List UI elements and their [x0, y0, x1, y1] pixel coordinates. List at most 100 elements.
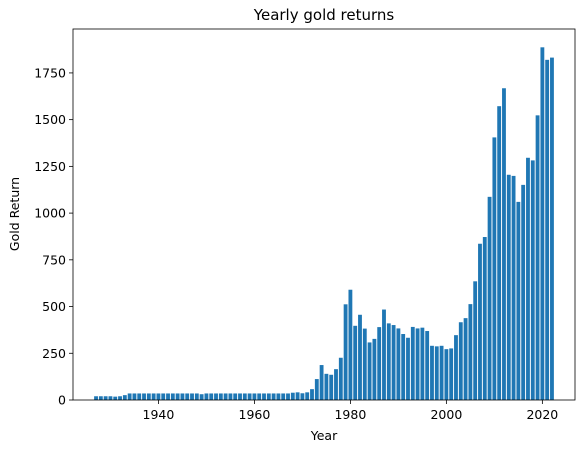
plot-frame: [72, 28, 576, 401]
y-tick-label: 1000: [34, 206, 66, 221]
bar-1958: [242, 393, 247, 400]
bar-1937: [142, 393, 146, 400]
bar-1960: [252, 393, 257, 400]
bar-1995: [420, 327, 425, 400]
bar-1971: [305, 392, 310, 400]
bar-1942: [166, 393, 170, 400]
bar-1932: [118, 396, 122, 400]
y-axis-ticks: 0 250 500 750 1000 1250 1500 1750: [34, 65, 73, 408]
bar-2010: [492, 137, 497, 400]
bar-1988: [386, 323, 391, 400]
bar-2020: [540, 47, 545, 400]
bars-group: [94, 47, 554, 401]
bar-1933: [122, 395, 127, 400]
bar-2015: [516, 201, 521, 400]
bar-1959: [247, 393, 252, 400]
y-tick-label: 1750: [34, 65, 66, 80]
bar-1945: [180, 393, 185, 400]
y-tick-label: 250: [42, 346, 66, 361]
y-tick-label: 1500: [34, 112, 66, 127]
bar-1975: [324, 373, 329, 400]
bar-1936: [137, 393, 142, 400]
bar-1965: [276, 393, 281, 400]
x-axis-label: Year: [310, 428, 338, 443]
bar-1987: [382, 309, 386, 400]
bar-2021: [545, 59, 550, 401]
bar-1957: [238, 393, 242, 400]
bar-2018: [530, 160, 535, 400]
bar-1963: [266, 393, 271, 400]
bar-1955: [228, 393, 233, 400]
bar-2007: [478, 243, 482, 400]
bar-1948: [194, 393, 199, 400]
bar-1990: [396, 328, 401, 400]
bar-1954: [223, 393, 228, 400]
bar-1944: [175, 393, 180, 400]
bar-1973: [314, 379, 319, 400]
x-tick-label: 1980: [334, 407, 366, 422]
bar-2017: [526, 157, 530, 400]
bar-1935: [132, 393, 137, 400]
bar-2001: [449, 348, 454, 400]
bar-1949: [199, 394, 204, 400]
y-axis-label: Gold Return: [7, 177, 22, 251]
bar-1966: [281, 393, 286, 400]
bar-1991: [401, 334, 406, 400]
x-tick-label: 2000: [430, 407, 462, 422]
bar-1970: [300, 393, 305, 400]
bar-1968: [290, 392, 295, 400]
x-tick-label: 1960: [239, 407, 271, 422]
bar-1974: [319, 365, 324, 400]
bar-2005: [468, 304, 473, 400]
y-tick-label: 0: [58, 393, 66, 408]
bar-1946: [185, 393, 190, 400]
bar-2002: [454, 335, 458, 400]
bar-1982: [358, 314, 362, 400]
bar-1989: [391, 325, 396, 400]
bar-1980: [348, 289, 353, 400]
bar-1941: [161, 393, 166, 400]
bar-2004: [463, 318, 468, 400]
bar-1938: [146, 393, 151, 400]
bar-1993: [410, 326, 415, 400]
bar-1927: [94, 396, 98, 400]
bar-1952: [214, 393, 218, 400]
bar-2014: [511, 175, 516, 400]
bar-1992: [406, 337, 410, 400]
bar-2013: [506, 174, 511, 400]
bar-1994: [415, 328, 420, 400]
bar-1996: [425, 331, 430, 400]
bar-1986: [377, 327, 382, 400]
bar-2009: [487, 196, 492, 400]
bar-2011: [497, 106, 502, 400]
bar-1981: [353, 325, 358, 400]
bar-1964: [271, 393, 276, 400]
bar-1939: [151, 393, 156, 400]
bar-2012: [502, 88, 506, 400]
bar-1962: [262, 393, 266, 400]
bar-1978: [338, 357, 343, 400]
bar-2000: [444, 349, 449, 400]
x-axis-ticks: 1940 1960 1980 2000 2020: [143, 400, 558, 422]
bar-2006: [473, 281, 478, 400]
y-tick-label: 750: [42, 252, 66, 267]
bar-2008: [482, 237, 487, 400]
x-tick-label: 1940: [143, 407, 175, 422]
bar-1940: [156, 393, 161, 400]
bar-1930: [108, 396, 113, 400]
bar-1997: [430, 345, 434, 400]
bar-1969: [295, 392, 300, 400]
bar-1953: [218, 393, 223, 400]
bar-1979: [343, 304, 348, 400]
bar-1956: [233, 393, 238, 400]
bar-1977: [334, 369, 338, 400]
bar-1967: [286, 393, 290, 400]
chart-title: Yearly gold returns: [253, 6, 395, 24]
x-tick-label: 2020: [526, 407, 558, 422]
y-tick-label: 1250: [34, 159, 66, 174]
bar-2019: [535, 115, 540, 400]
bar-1998: [434, 346, 439, 400]
bar-1983: [362, 328, 367, 400]
